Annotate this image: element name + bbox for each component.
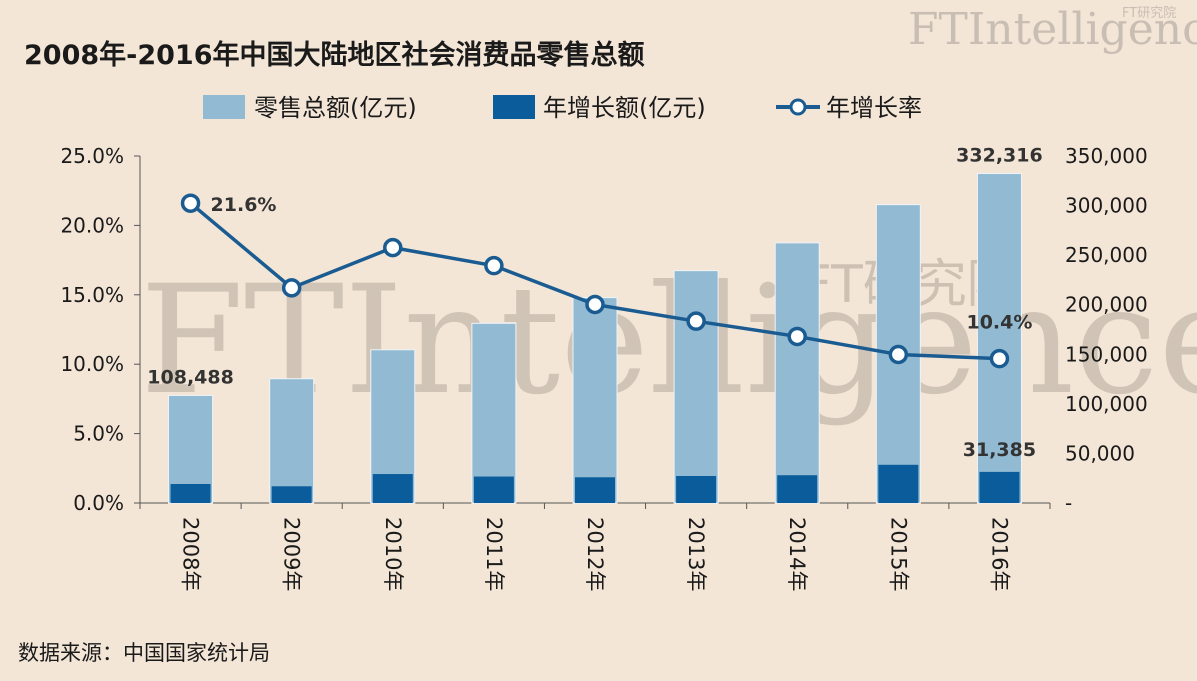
y-right-tick-label: - [1065, 491, 1072, 515]
bar-total [471, 322, 517, 504]
x-tick-label: 2014年 [785, 517, 809, 591]
bar-growth [575, 477, 615, 503]
y-left-tick-label: 10.0% [60, 352, 124, 376]
bar-total [673, 270, 719, 504]
rate-point [180, 193, 201, 213]
bar-total [572, 297, 618, 504]
bar-growth [170, 483, 211, 503]
bar-total [269, 378, 315, 504]
bar-growth [676, 476, 717, 503]
rate-point [888, 344, 909, 365]
y-right-tick-label: 50,000 [1065, 441, 1135, 465]
y-left-tick-label: 25.0% [60, 144, 124, 168]
x-tick-label: 2009年 [280, 517, 304, 591]
rate-point [281, 278, 302, 298]
x-tick-label: 2013年 [684, 517, 708, 591]
x-tick-label: 2012年 [583, 517, 607, 591]
y-left-tick-label: 0.0% [73, 491, 124, 515]
legend-marker-rate [789, 98, 807, 116]
bar-growth [473, 476, 514, 503]
legend-label-growth: 年增长额(亿元) [543, 94, 706, 122]
bar-growth [777, 475, 818, 503]
rate-point [484, 255, 504, 276]
data-label-growth-last: 31,385 [963, 439, 1036, 461]
rate-point [989, 348, 1010, 369]
x-tick-label: 2015年 [886, 517, 910, 591]
data-label-total-first: 108,488 [147, 366, 234, 388]
y-left-tick-label: 5.0% [73, 422, 124, 446]
data-label-rate-first: 21.6% [211, 194, 277, 216]
chart-title: 2008年-2016年中国大陆地区社会消费品零售总额 [24, 39, 645, 71]
rate-point [787, 326, 807, 347]
legend-label-rate: 年增长率 [826, 94, 922, 122]
legend-label-total: 零售总额(亿元) [254, 94, 417, 122]
x-tick-label: 2016年 [987, 517, 1011, 591]
y-right-tick-label: 250,000 [1065, 243, 1148, 267]
bar-total [976, 173, 1022, 504]
x-tick-label: 2008年 [179, 517, 203, 591]
y-right-tick-label: 100,000 [1065, 392, 1148, 416]
source-note: 数据来源：中国国家统计局 [18, 641, 270, 665]
bar-growth [878, 464, 919, 503]
plot-area: 0.0% 5.0% 10.0% 15.0% 20.0% 25.0% - 50,000 100,0… [60, 144, 1147, 591]
rate-point [585, 294, 605, 315]
y-left-tick-label: 15.0% [60, 283, 124, 307]
legend-swatch-growth [493, 95, 535, 119]
bar-growth [372, 474, 413, 503]
y-right-tick-label: 300,000 [1065, 194, 1148, 218]
rate-point [686, 311, 706, 331]
x-tick-label: 2011年 [482, 517, 506, 591]
y-right-tick-label: 350,000 [1065, 144, 1148, 168]
legend-swatch-total [203, 95, 245, 119]
rate-point [383, 237, 403, 258]
logo-watermark-cn: FT研究院 [1122, 6, 1176, 21]
y-right-tick-label: 200,000 [1065, 293, 1148, 317]
logo-watermark: FTIntelligence [908, 4, 1197, 55]
y-left-tick-label: 20.0% [60, 213, 124, 237]
bar-growth [979, 471, 1020, 503]
bar-total [774, 242, 820, 504]
legend: 零售总额(亿元) 年增长额(亿元) 年增长率 [203, 94, 922, 122]
y-right-tick-label: 150,000 [1065, 342, 1148, 366]
x-tick-label: 2010年 [381, 517, 405, 591]
bar-growth [271, 486, 312, 503]
data-label-rate-last: 10.4% [966, 312, 1032, 334]
data-label-total-last: 332,316 [956, 145, 1043, 167]
